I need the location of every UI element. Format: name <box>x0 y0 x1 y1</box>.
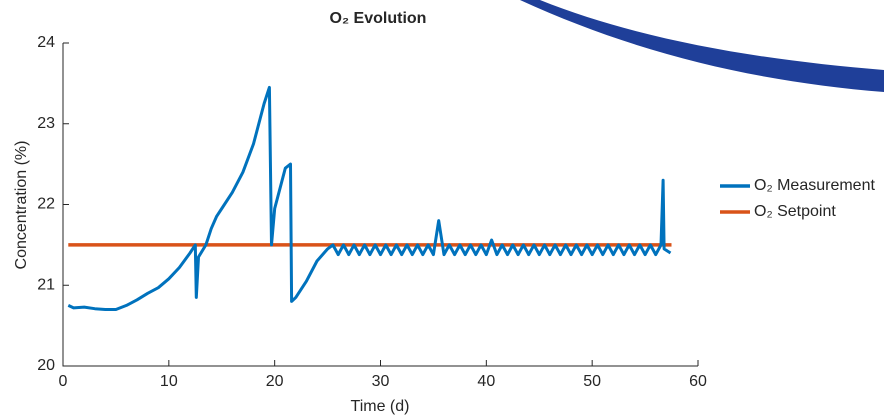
x-tick-label: 20 <box>266 373 284 390</box>
y-tick-label: 20 <box>37 357 55 374</box>
x-axis-label: Time (d) <box>351 398 410 415</box>
x-tick-label: 40 <box>477 373 495 390</box>
y-axis-label: Concentration (%) <box>13 141 30 270</box>
data-line <box>67 85 672 311</box>
chart-title: O₂ Evolution <box>330 10 427 27</box>
x-tick-label: 0 <box>59 373 68 390</box>
y-tick-label: 22 <box>37 196 55 213</box>
x-tick-label: 50 <box>583 373 601 390</box>
y-tick-label: 21 <box>37 276 55 293</box>
legend-label: O₂ Setpoint <box>754 203 836 220</box>
x-tick-label: 60 <box>689 373 707 390</box>
y-tick-label: 23 <box>37 115 55 132</box>
legend-label: O₂ Measurement <box>754 177 875 194</box>
x-tick-label: 10 <box>160 373 178 390</box>
decoration <box>520 0 884 92</box>
x-tick-label: 30 <box>372 373 390 390</box>
axes <box>62 43 698 367</box>
y-tick-label: 24 <box>37 34 55 51</box>
